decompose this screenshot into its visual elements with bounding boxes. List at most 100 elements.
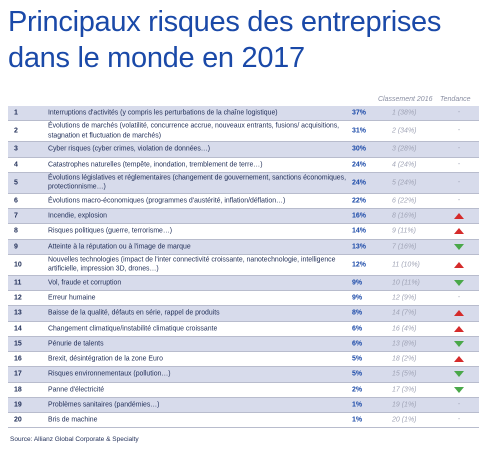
rank-cell: 3: [14, 145, 18, 153]
percentage-cell: 31%: [352, 127, 367, 135]
percentage-cell: 24%: [352, 161, 367, 169]
trend-neutral-mark: -: [457, 127, 461, 135]
classement-2016-cell: 1 (38%): [392, 109, 417, 117]
table-row: 20 Bris de machine 1% 20 (1%) -: [8, 413, 479, 429]
table-row: 18 Panne d'électricité 2% 17 (3%): [8, 383, 479, 398]
page-title: Principaux risques des entreprises dans …: [8, 6, 442, 74]
classement-2016-cell: 13 (8%): [392, 340, 417, 348]
rank-cell: 6: [14, 197, 18, 205]
table-row: 16 Brexit, désintégration de la zone Euro…: [8, 352, 479, 368]
percentage-cell: 6%: [352, 325, 363, 333]
trend-neutral-mark: -: [457, 109, 461, 117]
table-row: 7 Incendie, explosion 16% 8 (16%): [8, 209, 479, 225]
risk-label-cell: Nouvelles technologies (impact de l'inte…: [48, 256, 336, 273]
rank-cell: 16: [14, 355, 22, 363]
risk-label-cell: Vol, fraude et corruption: [48, 279, 122, 287]
risk-label-cell: Bris de machine: [48, 416, 98, 424]
rank-cell: 17: [14, 370, 22, 378]
risk-label-cell: Évolutions législatives et réglementaire…: [48, 174, 346, 191]
percentage-cell: 5%: [352, 370, 363, 378]
percentage-cell: 1%: [352, 401, 363, 409]
risk-label-cell: Changement climatique/instabilité climat…: [48, 324, 218, 332]
classement-2016-cell: 19 (1%): [392, 401, 417, 409]
trend-up-icon: [454, 212, 464, 220]
table-row: 13 Baisse de la qualité, défauts en série…: [8, 306, 479, 322]
classement-2016-cell: 15 (5%): [392, 370, 417, 378]
classement-2016-cell: 11 (10%): [392, 261, 420, 269]
rank-cell: 19: [14, 401, 22, 409]
column-header-tendance: Tendance: [440, 96, 471, 103]
risk-label-cell: Erreur humaine: [48, 294, 96, 302]
percentage-cell: 1%: [352, 416, 363, 424]
risk-label-cell: Panne d'électricité: [48, 385, 105, 393]
classement-2016-cell: 14 (7%): [392, 309, 417, 317]
risk-label-cell: Pénurie de talents: [48, 340, 104, 348]
rank-cell: 9: [14, 243, 18, 251]
risk-label-cell: Baisse de la qualité, défauts en série, …: [48, 309, 220, 317]
table-row: 9 Atteinte à la réputation ou à l'image d…: [8, 239, 479, 255]
rank-cell: 2: [14, 127, 18, 135]
classement-2016-cell: 9 (11%): [392, 227, 416, 235]
classement-2016-cell: 6 (22%): [392, 197, 417, 205]
table-row: 19 Problèmes sanitaires (pandémies…) 1% 19 …: [8, 397, 479, 413]
percentage-cell: 2%: [352, 386, 363, 394]
rank-cell: 5: [14, 179, 18, 187]
trend-down-icon: [454, 279, 464, 287]
trend-neutral-mark: -: [457, 145, 461, 153]
percentage-cell: 12%: [352, 261, 367, 269]
classement-2016-cell: 16 (4%): [392, 325, 417, 333]
column-header-classement: Classement 2016: [378, 96, 433, 103]
trend-down-icon: [454, 340, 464, 348]
percentage-cell: 8%: [352, 309, 363, 317]
table-row: 14 Changement climatique/instabilité clim…: [8, 322, 479, 337]
classement-2016-cell: 18 (2%): [392, 355, 417, 363]
percentage-cell: 16%: [352, 212, 367, 220]
rank-cell: 10: [14, 261, 22, 269]
rank-cell: 8: [14, 227, 18, 235]
trend-neutral-mark: -: [457, 416, 461, 424]
risk-label-cell: Cyber risques (cyber crimes, violation d…: [48, 145, 210, 153]
classement-2016-cell: 5 (24%): [392, 179, 417, 187]
trend-up-icon: [454, 355, 464, 363]
table-row: 8 Risques politiques (guerre, terrorisme……: [8, 224, 479, 240]
table-row: 15 Pénurie de talents 6% 13 (8%): [8, 336, 479, 352]
trend-up-icon: [454, 261, 464, 269]
rank-cell: 13: [14, 309, 22, 317]
percentage-cell: 24%: [352, 179, 367, 187]
rank-cell: 4: [14, 161, 18, 169]
table-row: 17 Risques environnementaux (pollution…) 5…: [8, 367, 479, 383]
classement-2016-cell: 20 (1%): [392, 416, 417, 424]
percentage-cell: 13%: [352, 243, 367, 251]
classement-2016-cell: 7 (16%): [392, 243, 417, 251]
rank-cell: 15: [14, 340, 22, 348]
trend-neutral-mark: -: [457, 196, 461, 204]
classement-2016-cell: 3 (28%): [392, 145, 417, 153]
trend-neutral-mark: -: [457, 160, 461, 168]
rank-cell: 20: [14, 416, 22, 424]
trend-up-icon: [454, 325, 464, 333]
trend-up-icon: [454, 309, 464, 317]
trend-neutral-mark: -: [457, 294, 461, 302]
trend-neutral-mark: -: [457, 400, 461, 408]
rank-cell: 18: [14, 386, 22, 394]
trend-neutral-mark: -: [457, 178, 461, 186]
source-note: Source: Allianz Global Corporate & Speci…: [10, 436, 139, 443]
trend-down-icon: [454, 370, 464, 378]
percentage-cell: 22%: [352, 197, 367, 205]
risk-label-cell: Risques politiques (guerre, terrorisme…): [48, 227, 173, 235]
risk-label-cell: Évolutions de marchés (volatilité, concu…: [48, 122, 340, 140]
risk-label-cell: Risques environnementaux (pollution…): [48, 370, 171, 378]
risk-label-cell: Catastrophes naturelles (tempête, inonda…: [48, 160, 263, 168]
classement-2016-cell: 10 (11%): [392, 279, 420, 287]
table-row: 1 Interruptions d'activités (y compris le…: [8, 106, 479, 122]
table-row: 6 Évolutions macro-économiques (programme…: [8, 194, 479, 209]
rank-cell: 11: [14, 279, 22, 287]
percentage-cell: 6%: [352, 340, 363, 348]
trend-down-icon: [454, 386, 464, 394]
classement-2016-cell: 2 (34%): [392, 127, 417, 135]
table-row: 5 Évolutions législatives et réglementair…: [8, 172, 479, 194]
percentage-cell: 14%: [352, 227, 367, 235]
table-row: 3 Cyber risques (cyber crimes, violation …: [8, 142, 479, 158]
table-row: 2 Évolutions de marchés (volatilité, conc…: [8, 121, 479, 143]
percentage-cell: 30%: [352, 145, 367, 153]
